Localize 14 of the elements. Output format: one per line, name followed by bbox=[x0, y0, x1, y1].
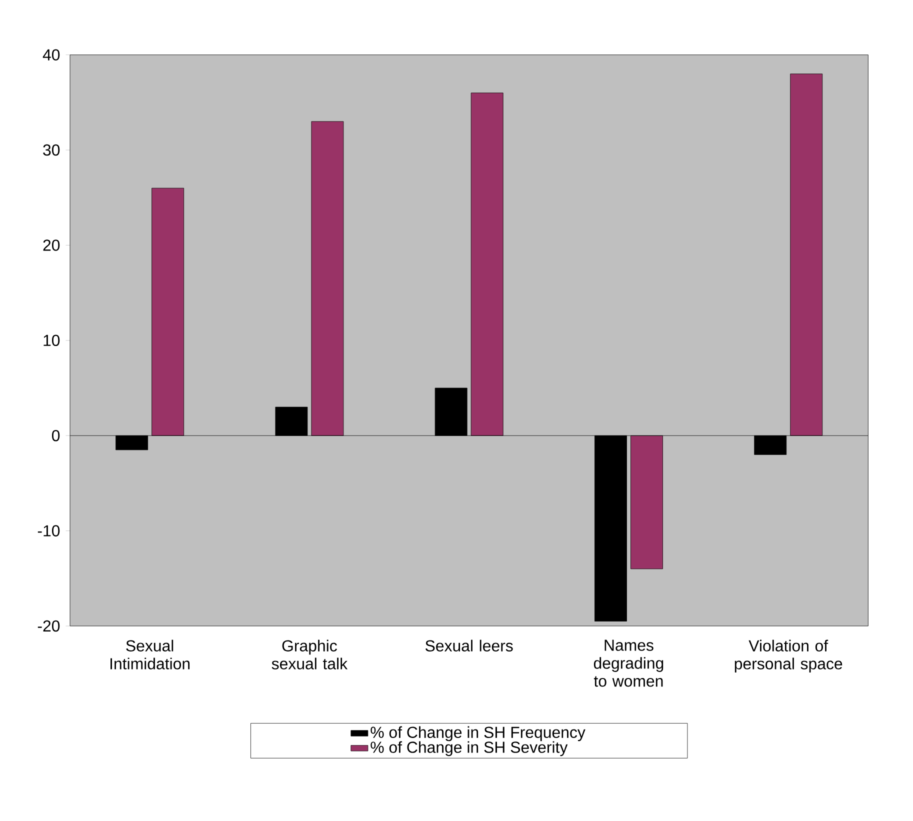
x-tick-label: Names degrading to women bbox=[594, 640, 664, 687]
x-tick-label: Violation of personal space bbox=[734, 640, 842, 673]
y-tick-label: -10 bbox=[38, 525, 60, 536]
y-tick-label: 0 bbox=[52, 430, 60, 442]
y-tick-label: 30 bbox=[43, 144, 60, 156]
legend-label: % of Change in SH Severity bbox=[370, 741, 568, 756]
y-tick-label: -20 bbox=[38, 620, 60, 632]
x-tick-label: Graphic sexual talk bbox=[272, 640, 348, 670]
y-tick-label: 10 bbox=[44, 334, 60, 346]
x-tick-label: Sexual leers bbox=[426, 640, 513, 652]
y-tick-label: 40 bbox=[42, 49, 60, 60]
y-tick-label: 20 bbox=[43, 240, 60, 251]
x-tick-label: Sexual Intimidation bbox=[110, 640, 190, 670]
legend-label: % of Change in SH Frequency bbox=[370, 726, 586, 742]
